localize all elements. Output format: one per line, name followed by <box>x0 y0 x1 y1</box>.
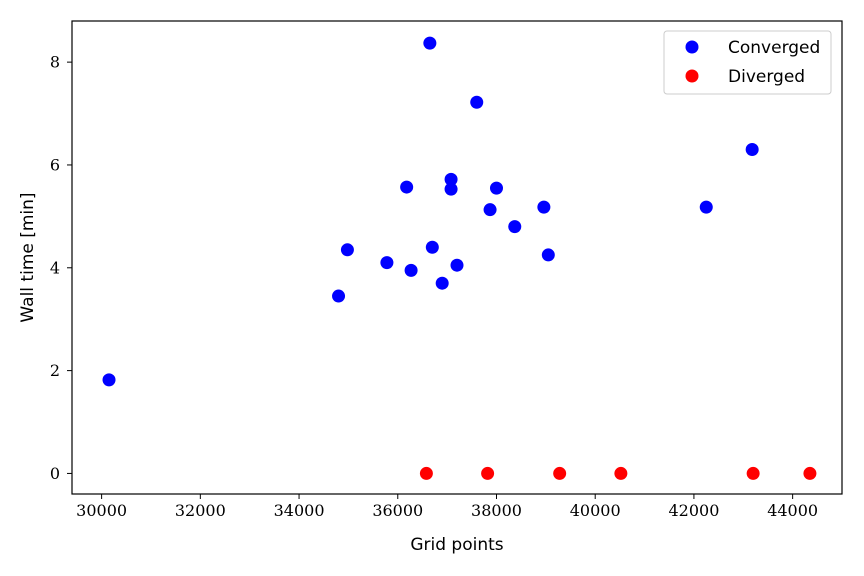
x-tick-label: 44000 <box>767 501 818 520</box>
x-axis-label: Grid points <box>410 535 503 555</box>
x-tick-label: 38000 <box>471 501 522 520</box>
legend-box <box>663 30 832 95</box>
data-point-converged <box>400 180 414 194</box>
data-point-converged <box>423 36 437 50</box>
x-tick-label: 30000 <box>76 501 127 520</box>
data-point-converged <box>450 258 464 272</box>
data-point-converged <box>483 203 497 217</box>
data-point-converged <box>404 263 418 277</box>
data-point-converged <box>444 182 458 196</box>
y-tick-label: 2 <box>50 361 60 380</box>
x-tick-label: 32000 <box>175 501 226 520</box>
legend-label-diverged: Diverged <box>728 67 805 87</box>
data-point-converged <box>332 289 346 303</box>
y-tick-label: 8 <box>50 53 60 72</box>
y-axis-label: Wall time [min] <box>18 192 38 322</box>
data-point-diverged <box>746 466 760 480</box>
data-point-diverged <box>614 466 628 480</box>
data-point-converged <box>470 95 484 109</box>
data-point-converged <box>699 200 713 214</box>
x-tick-label: 40000 <box>570 501 621 520</box>
data-point-diverged <box>803 466 817 480</box>
plot-frame <box>71 20 843 495</box>
x-tick-label: 42000 <box>668 501 719 520</box>
legend-label-converged: Converged <box>728 38 820 58</box>
data-point-diverged <box>419 466 433 480</box>
data-point-diverged <box>481 466 495 480</box>
data-point-converged <box>444 172 458 186</box>
x-tick-label: 36000 <box>372 501 423 520</box>
data-point-converged <box>102 373 116 387</box>
data-point-converged <box>340 243 354 257</box>
data-point-diverged <box>553 466 567 480</box>
data-points-layer <box>102 36 817 480</box>
data-point-converged <box>541 248 555 262</box>
data-point-converged <box>508 220 522 234</box>
y-tick-label: 4 <box>50 258 60 277</box>
data-point-converged <box>745 143 759 157</box>
data-point-converged <box>425 240 439 254</box>
data-point-converged <box>435 276 449 290</box>
legend-marker-converged <box>685 40 699 54</box>
y-tick-label: 6 <box>50 155 60 174</box>
x-tick-label: 34000 <box>274 501 325 520</box>
data-point-converged <box>537 200 551 214</box>
legend: Converged Diverged <box>663 30 832 95</box>
data-point-converged <box>380 256 394 270</box>
tick-layer: 30000 32000 34000 36000 38000 40000 42000 44000… <box>50 53 818 520</box>
legend-marker-diverged <box>685 69 699 83</box>
data-point-converged <box>489 181 503 195</box>
y-tick-label: 0 <box>50 464 60 483</box>
